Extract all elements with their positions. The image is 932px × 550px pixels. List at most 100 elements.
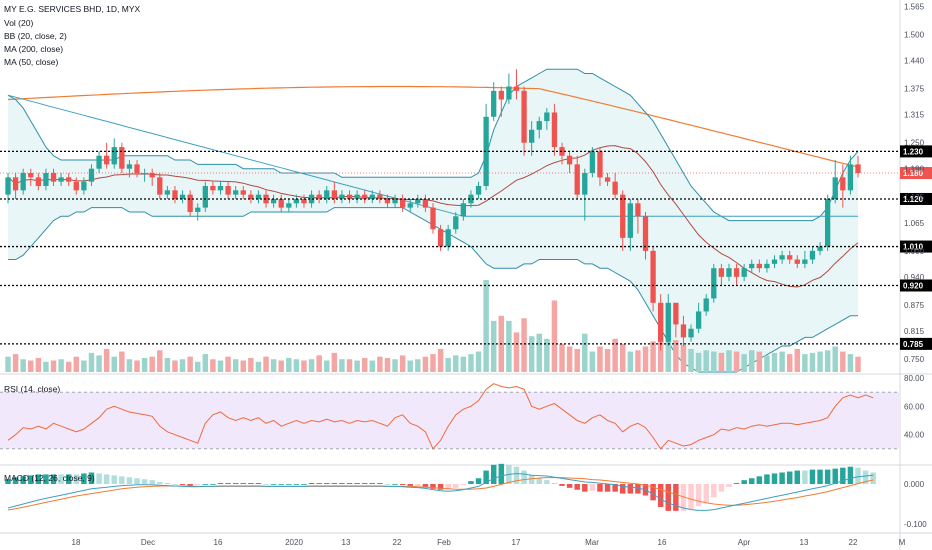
volume-bar (437, 349, 444, 372)
macd-histogram-bar (88, 472, 95, 484)
legend-ma200[interactable]: MA (200, close) (4, 44, 64, 54)
candle-body (650, 250, 656, 303)
candle-body (627, 203, 633, 238)
volume-bar (20, 359, 26, 372)
rsi-legend[interactable]: RSI (14, close) (4, 384, 61, 394)
candle-body (430, 207, 436, 230)
volume-bar (597, 346, 603, 372)
macd-histogram-bar (149, 480, 155, 484)
volume-bar (574, 349, 580, 372)
candle-body (468, 194, 474, 204)
volume-bar (786, 354, 793, 372)
macd-histogram-bar (195, 484, 201, 485)
macd-histogram-bar (824, 469, 831, 484)
macd-histogram-bar (726, 484, 732, 487)
price-tick-label: 1.500 (904, 31, 925, 40)
candle-body (316, 194, 322, 199)
volume-bar (824, 350, 831, 372)
macd-histogram-bar (870, 472, 876, 484)
candle-body (809, 250, 816, 260)
volume-bar (718, 352, 725, 372)
candle-body (270, 198, 277, 204)
candle-body (620, 194, 626, 238)
volume-bar (339, 359, 345, 372)
candle-body (324, 190, 330, 199)
volume-bar (749, 350, 755, 372)
candle-body (354, 194, 360, 199)
macd-histogram-bar (58, 474, 64, 484)
rsi-tick-label: 60.00 (904, 402, 925, 411)
level-tag (900, 192, 932, 205)
macd-histogram-bar (293, 484, 300, 485)
macd-histogram-bar (164, 483, 171, 484)
price-tick-label: 0.875 (904, 301, 925, 310)
legend-bb[interactable]: BB (20, close, 2) (4, 31, 67, 41)
candle-body (179, 194, 186, 199)
macd-histogram-bar (711, 484, 717, 498)
macd-histogram-bar (187, 484, 193, 486)
macd-histogram-bar (635, 484, 641, 494)
volume-bar (741, 354, 747, 372)
volume-bar (179, 359, 186, 372)
volume-bar (521, 318, 527, 372)
candle-body (293, 198, 300, 204)
candle-body (445, 229, 451, 247)
x-tick-label: 18 (72, 538, 81, 547)
macd-histogram-bar (817, 469, 823, 484)
volume-bar (832, 346, 838, 372)
macd-histogram-bar (369, 483, 376, 484)
legend-ma50[interactable]: MA (50, close) (4, 57, 59, 67)
volume-bar (384, 357, 391, 372)
candle-body (794, 259, 800, 264)
macd-histogram-bar (35, 474, 42, 484)
volume-bar (217, 360, 224, 372)
volume-bar (612, 338, 618, 372)
volume-bar (141, 357, 148, 372)
volume-bar (604, 349, 611, 372)
macd-histogram-bar (141, 479, 148, 484)
x-tick-label: Feb (437, 538, 451, 547)
macd-histogram-bar (695, 484, 702, 507)
legend-vol[interactable]: Vol (20) (4, 18, 34, 28)
candle-body (513, 86, 520, 91)
volume-bar (415, 359, 421, 372)
macd-histogram-bar (794, 470, 801, 484)
candle-body (642, 216, 649, 251)
macd-histogram-bar (764, 474, 770, 484)
candle-body (187, 194, 193, 212)
price-tick-label: 1.125 (904, 193, 925, 202)
macd-legend[interactable]: MACD (12, 26, close, 9) (4, 473, 95, 483)
candle-body (362, 194, 368, 199)
candle-body (695, 311, 702, 329)
macd-histogram-bar (536, 478, 542, 484)
macd-histogram-bar (657, 484, 664, 508)
volume-bar (50, 360, 57, 372)
macd-histogram-bar (650, 484, 656, 501)
volume-bar (528, 336, 535, 372)
candle-body (453, 216, 459, 230)
x-tick-label: 16 (658, 538, 667, 547)
candle-body (756, 263, 762, 269)
volume-bar (316, 355, 322, 372)
candle-body (202, 186, 208, 208)
macd-histogram-bar (855, 467, 861, 484)
candle-body (88, 168, 95, 182)
volume-bar (627, 351, 634, 372)
macd-histogram-bar (802, 470, 808, 484)
candle-body (195, 207, 201, 212)
volume-bar (5, 356, 11, 372)
volume-bar (43, 361, 49, 372)
volume-bar (779, 351, 785, 372)
volume-bar (301, 360, 307, 372)
macd-histogram-bar (134, 478, 140, 484)
candle-body (73, 181, 79, 191)
candle-body (104, 155, 110, 165)
volume-bar (157, 350, 163, 372)
candle-body (399, 198, 406, 208)
level-tag (900, 145, 932, 158)
volume-bar (361, 357, 368, 372)
macd-histogram-bar (392, 484, 398, 485)
candle-body (301, 198, 307, 204)
candle-body (20, 173, 26, 191)
